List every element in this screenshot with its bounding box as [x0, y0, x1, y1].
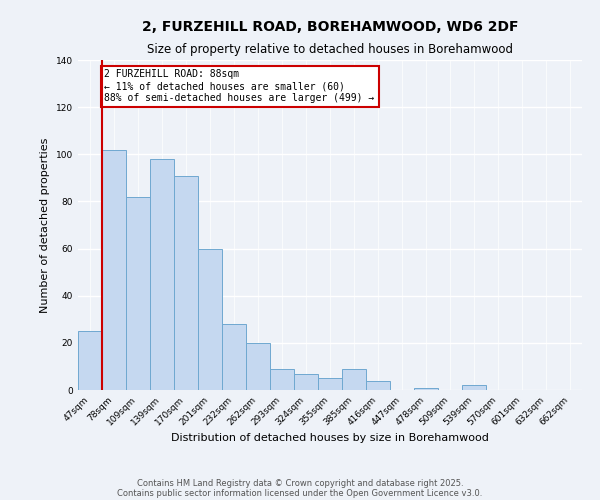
- Text: 2 FURZEHILL ROAD: 88sqm
← 11% of detached houses are smaller (60)
88% of semi-de: 2 FURZEHILL ROAD: 88sqm ← 11% of detache…: [104, 70, 374, 102]
- Bar: [462, 386, 486, 390]
- Text: 2, FURZEHILL ROAD, BOREHAMWOOD, WD6 2DF: 2, FURZEHILL ROAD, BOREHAMWOOD, WD6 2DF: [142, 20, 518, 34]
- Bar: [102, 150, 126, 390]
- Text: Contains public sector information licensed under the Open Government Licence v3: Contains public sector information licen…: [118, 488, 482, 498]
- Bar: [318, 378, 342, 390]
- X-axis label: Distribution of detached houses by size in Borehamwood: Distribution of detached houses by size …: [171, 432, 489, 442]
- Bar: [174, 176, 198, 390]
- Bar: [78, 331, 102, 390]
- Bar: [198, 248, 222, 390]
- Bar: [246, 343, 270, 390]
- Bar: [126, 196, 150, 390]
- Bar: [222, 324, 246, 390]
- Bar: [366, 380, 390, 390]
- Bar: [294, 374, 318, 390]
- Bar: [270, 369, 294, 390]
- Y-axis label: Number of detached properties: Number of detached properties: [40, 138, 50, 312]
- Bar: [342, 369, 366, 390]
- Text: Contains HM Land Registry data © Crown copyright and database right 2025.: Contains HM Land Registry data © Crown c…: [137, 478, 463, 488]
- Text: Size of property relative to detached houses in Borehamwood: Size of property relative to detached ho…: [147, 42, 513, 56]
- Bar: [414, 388, 438, 390]
- Bar: [150, 159, 174, 390]
